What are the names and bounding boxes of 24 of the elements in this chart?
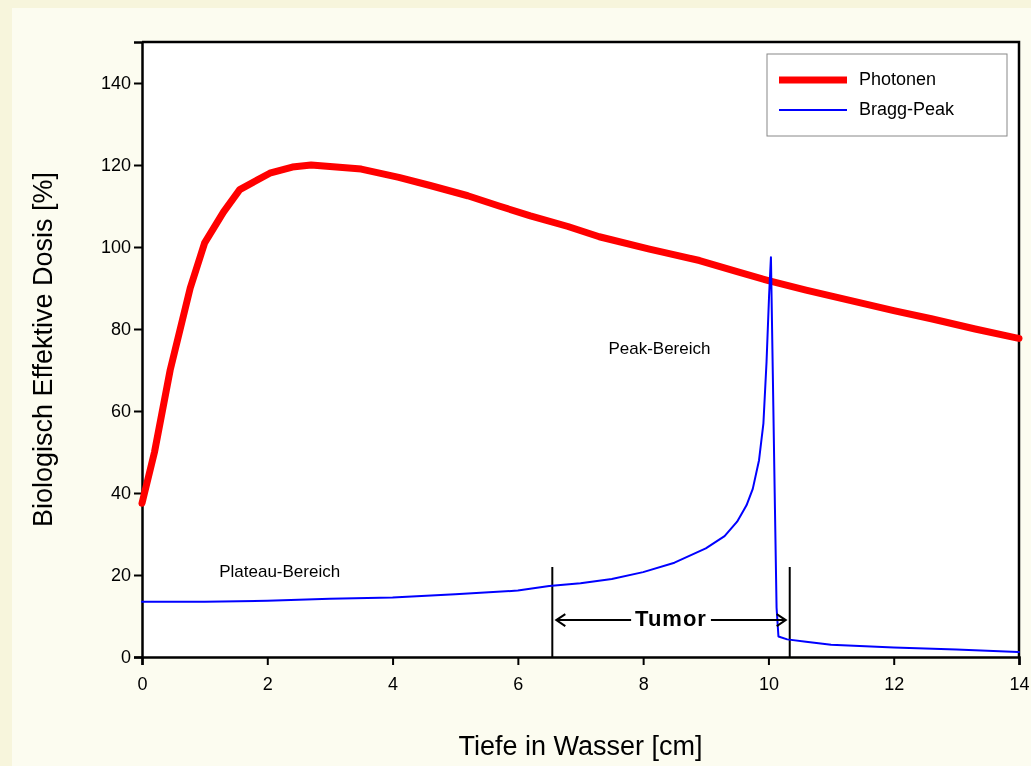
line-series (141, 256, 1020, 654)
annotation: Peak-Bereich (608, 338, 711, 358)
y-tick-label: 20 (110, 565, 131, 586)
y-tick-label: 100 (100, 237, 131, 258)
x-tick-label: 4 (388, 673, 399, 694)
x-tick-label: 0 (137, 673, 148, 694)
y-tick-label: 140 (100, 73, 131, 94)
x-tick-label: 12 (884, 673, 905, 694)
y-tick-label: 0 (120, 647, 131, 668)
x-tick-label: 6 (513, 673, 524, 694)
x-tick-label: 14 (1009, 673, 1030, 694)
y-tick-label: 80 (110, 319, 131, 340)
annotation: Tumor (635, 605, 707, 631)
legend-label: Bragg-Peak (859, 98, 956, 119)
x-axis-title: Tiefe in Wasser [cm] (458, 731, 703, 761)
y-tick-label: 60 (110, 401, 131, 422)
x-tick-label: 10 (758, 673, 779, 694)
y-tick-label: 40 (110, 483, 131, 504)
x-tick-label: 8 (638, 673, 649, 694)
y-tick-label: 120 (100, 155, 131, 176)
annotation: Plateau-Bereich (219, 562, 341, 582)
x-tick-label: 2 (262, 673, 273, 694)
y-axis-title: Biologisch Effektive Dosis [%] (28, 171, 58, 528)
legend-label: Photonen (859, 68, 937, 89)
